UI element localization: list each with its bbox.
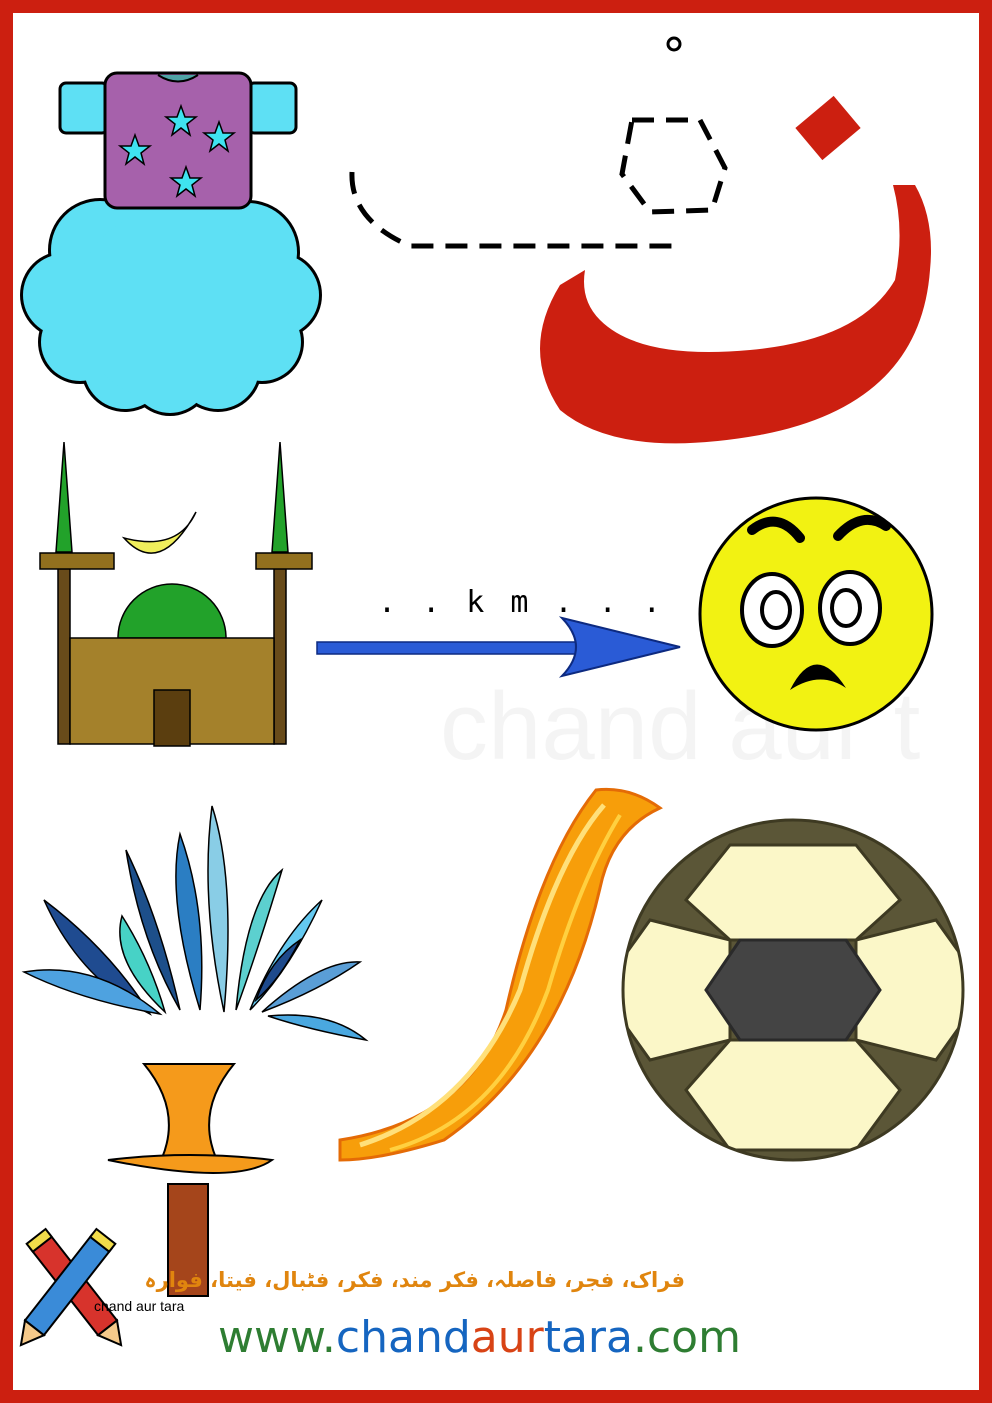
logo-caption: chand aur tara: [94, 1298, 185, 1314]
word-list: فراک، فجر، فاصلہ، فکر مند، فکر، فٹبال، ف…: [144, 1268, 685, 1292]
fountain-icon: [21, 805, 369, 1297]
cloud-shape: [20, 174, 322, 416]
star-pattern: [117, 103, 237, 198]
worried-face-icon: [698, 496, 934, 732]
riddle-text: . . k m . . .: [378, 585, 665, 620]
ribbon-icon: [338, 787, 663, 1162]
tracing-dashes: [349, 117, 728, 249]
frock-icon: [20, 71, 322, 416]
logo-icon: [19, 1227, 123, 1347]
letter-fa-graphic: [349, 36, 931, 444]
website-part-tara: tara: [543, 1312, 633, 1363]
website-link[interactable]: www.chandaurtara.com: [218, 1312, 741, 1363]
website-part-chand: chand: [335, 1312, 471, 1363]
website-part-com: .com: [633, 1312, 741, 1363]
football-icon: [621, 818, 965, 1162]
website-part-aur: aur: [470, 1312, 544, 1363]
mosque-icon: [39, 441, 313, 747]
website-part-www: www.: [218, 1312, 336, 1363]
arrow-icon: [316, 616, 681, 678]
